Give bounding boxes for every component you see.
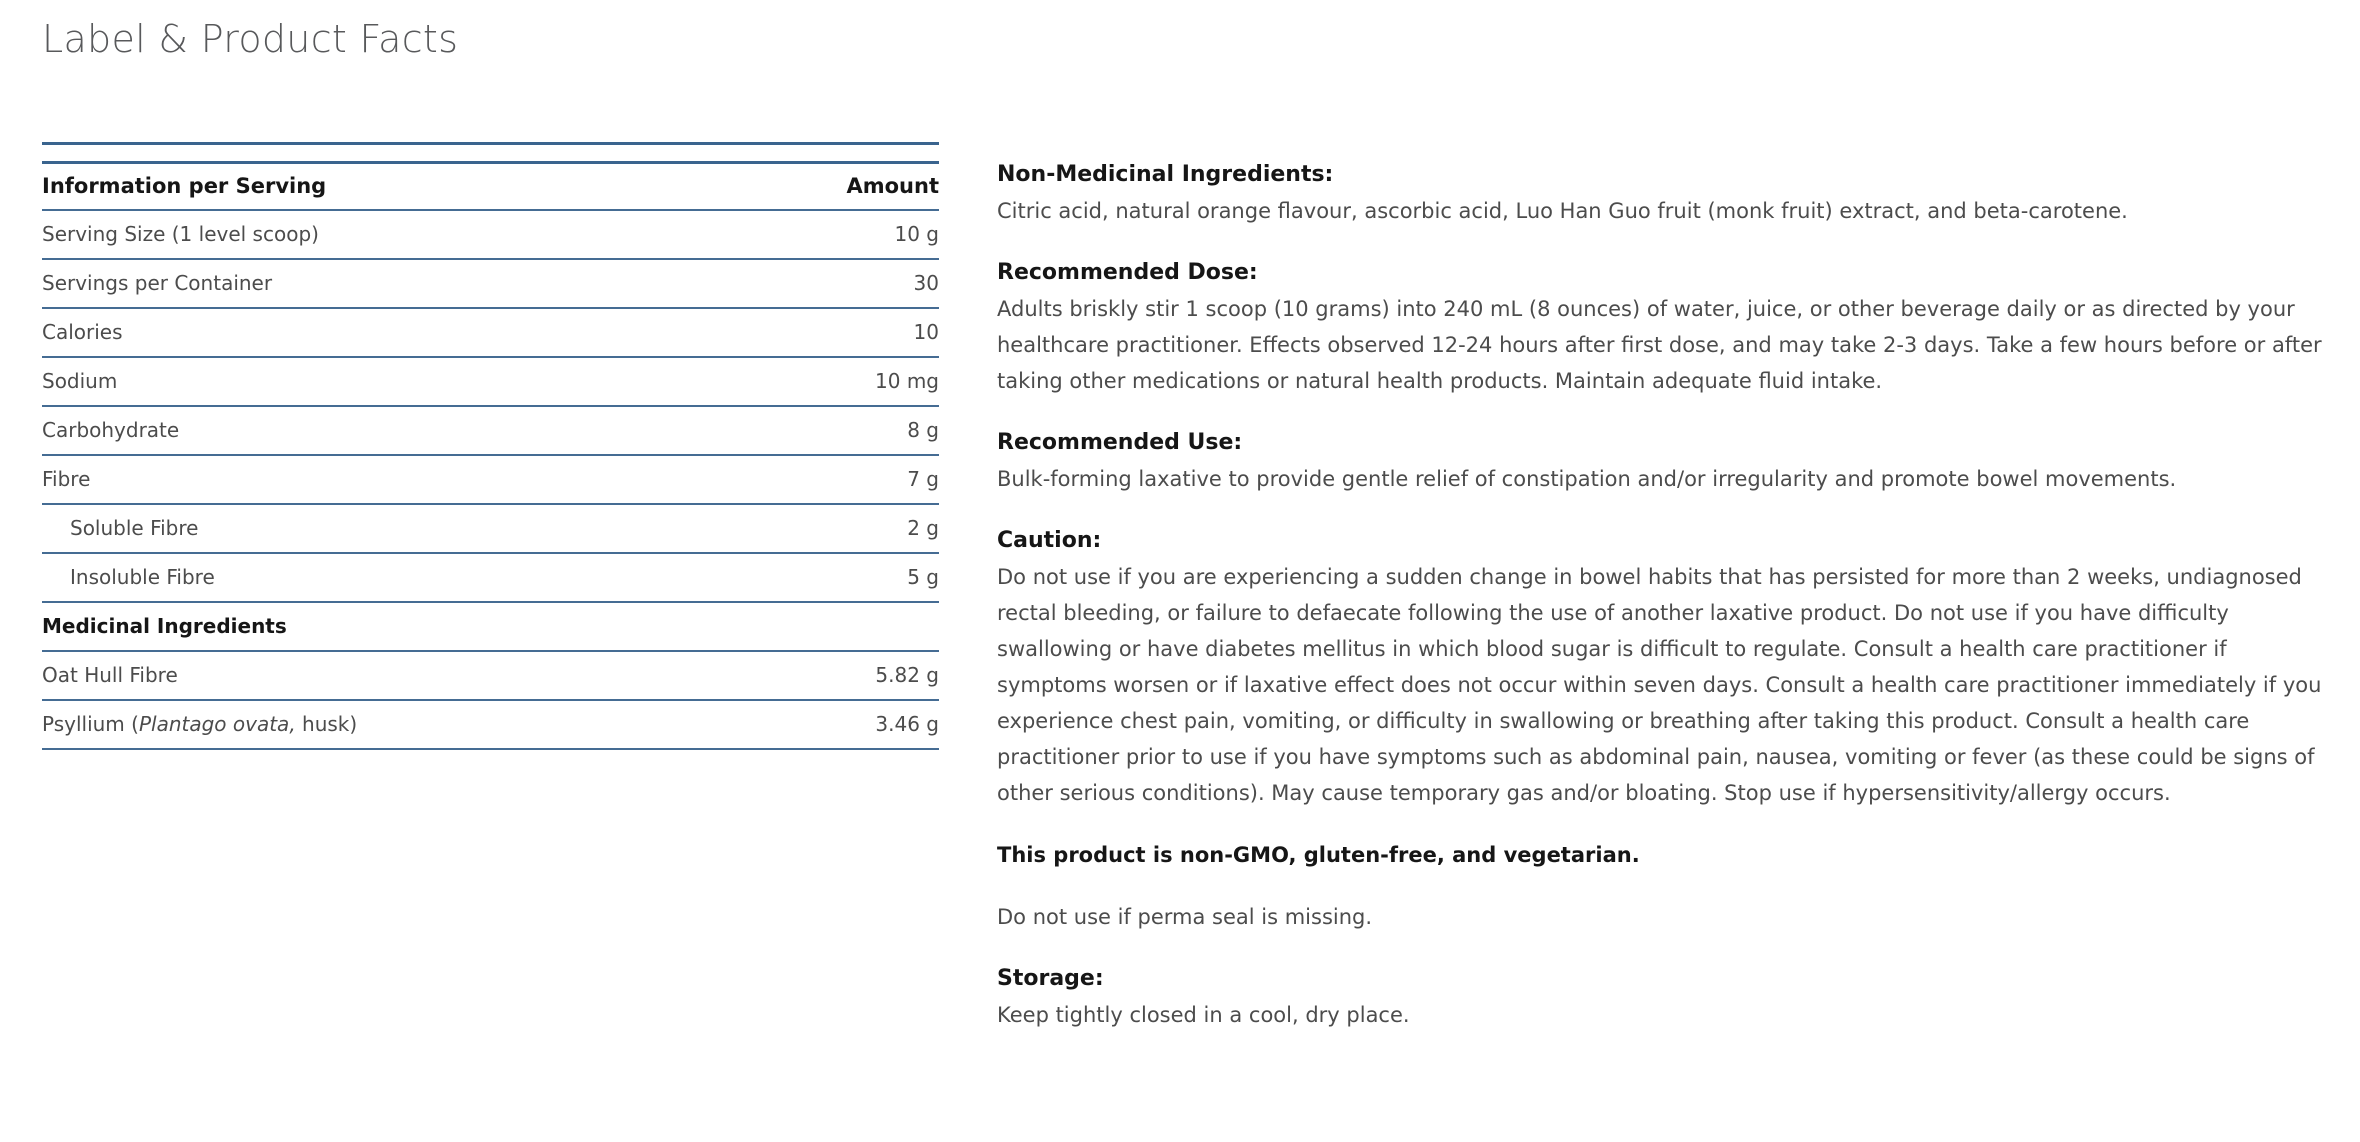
non-gmo-note: This product is non-GMO, gluten-free, an… [997, 843, 1640, 867]
product-details-column: Non-Medicinal Ingredients: Citric acid, … [997, 142, 2327, 1033]
table-row: Soluble Fibre 2 g [42, 504, 939, 553]
row-amount: 2 g [907, 516, 939, 540]
table-header-row: Information per Serving Amount [42, 163, 939, 210]
section-storage: Storage: Keep tightly closed in a cool, … [997, 961, 2327, 1033]
section-body: Citric acid, natural orange flavour, asc… [997, 199, 2128, 223]
row-amount [735, 602, 939, 651]
section-recommended-dose: Recommended Dose: Adults briskly stir 1 … [997, 255, 2327, 399]
section-body: Bulk-forming laxative to provide gentle … [997, 467, 2177, 491]
section-body: Keep tightly closed in a cool, dry place… [997, 1003, 1410, 1027]
row-amount: 10 g [894, 222, 939, 246]
row-label: Servings per Container [42, 271, 273, 295]
row-label: Oat Hull Fibre [42, 663, 178, 687]
table-row: Calories 10 [42, 308, 939, 357]
supplement-facts-panel: Information per Serving Amount Serving S… [42, 142, 939, 750]
row-label-psyllium: Psyllium (Plantago ovata, husk) [42, 700, 735, 749]
table-section-row: Medicinal Ingredients [42, 602, 939, 651]
label-product-facts-page: Label & Product Facts Information per Se… [42, 17, 2360, 1033]
table-row: Psyllium (Plantago ovata, husk) 3.46 g [42, 700, 939, 749]
row-label-indented: Soluble Fibre [70, 516, 199, 540]
content-columns: Information per Serving Amount Serving S… [42, 142, 2360, 1033]
row-label: Calories [42, 320, 123, 344]
row-label: Sodium [42, 369, 118, 393]
row-amount: 3.46 g [875, 712, 939, 736]
psyllium-suffix: husk) [295, 712, 358, 736]
section-body: Do not use if you are experiencing a sud… [997, 565, 2322, 805]
section-heading: Storage: [997, 966, 1104, 991]
row-label: Carbohydrate [42, 418, 180, 442]
section-caution: Caution: Do not use if you are experienc… [997, 523, 2327, 811]
table-row: Insoluble Fibre 5 g [42, 553, 939, 602]
table-row: Oat Hull Fibre 5.82 g [42, 651, 939, 700]
row-amount: 5.82 g [875, 663, 939, 687]
perma-seal-note: Do not use if perma seal is missing. [997, 905, 1373, 929]
row-amount: 7 g [907, 467, 939, 491]
row-amount: 8 g [907, 418, 939, 442]
section-label-medicinal-ingredients: Medicinal Ingredients [42, 614, 287, 638]
row-label-indented: Insoluble Fibre [70, 565, 215, 589]
table-row: Carbohydrate 8 g [42, 406, 939, 455]
page-title: Label & Product Facts [42, 17, 459, 61]
section-heading: Non-Medicinal Ingredients: [997, 162, 1334, 187]
table-row: Fibre 7 g [42, 455, 939, 504]
column-header-amount: Amount [846, 174, 939, 198]
table-row: Serving Size (1 level scoop) 10 g [42, 210, 939, 259]
psyllium-prefix: Psyllium ( [42, 712, 139, 736]
row-amount: 10 [913, 320, 939, 344]
table-row: Sodium 10 mg [42, 357, 939, 406]
row-amount: 10 mg [875, 369, 939, 393]
section-non-medicinal-ingredients: Non-Medicinal Ingredients: Citric acid, … [997, 157, 2327, 229]
row-amount: 5 g [907, 565, 939, 589]
row-amount: 30 [913, 271, 939, 295]
section-heading: Caution: [997, 528, 1102, 553]
section-heading: Recommended Dose: [997, 260, 1258, 285]
section-heading: Recommended Use: [997, 430, 1243, 455]
section-recommended-use: Recommended Use: Bulk-forming laxative t… [997, 425, 2327, 497]
information-per-serving-table: Information per Serving Amount Serving S… [42, 161, 939, 750]
column-header-information-per-serving: Information per Serving [42, 174, 327, 198]
table-row: Servings per Container 30 [42, 259, 939, 308]
table-top-rule [42, 142, 939, 161]
row-label: Fibre [42, 467, 91, 491]
psyllium-latin-name: Plantago ovata, [138, 712, 296, 736]
row-label: Serving Size (1 level scoop) [42, 222, 319, 246]
section-body: Adults briskly stir 1 scoop (10 grams) i… [997, 297, 2322, 393]
